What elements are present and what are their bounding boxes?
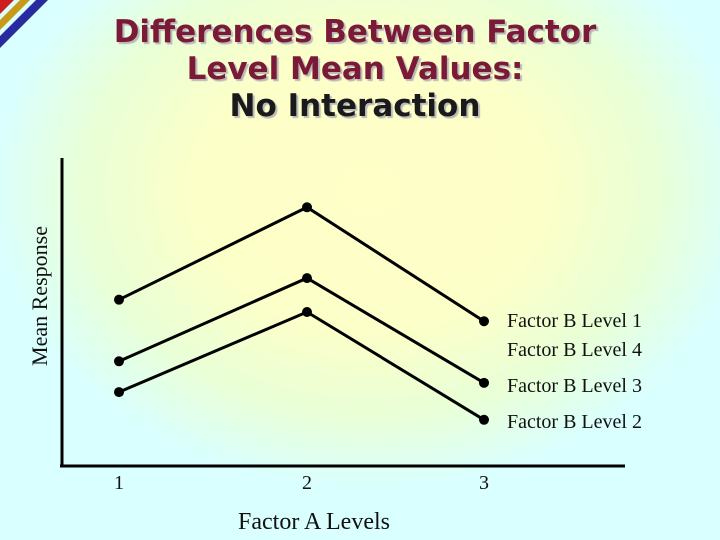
data-point-factor-b-level-1-x1	[114, 294, 124, 305]
corner-stripes-decoration	[0, 0, 48, 48]
stripe-gold	[0, 0, 30, 30]
title-line-1: Differences Between Factor	[113, 14, 597, 50]
legend-label-factor-b-level-4: Factor B Level 4	[507, 339, 642, 361]
data-point-factor-b-level-3-x3	[479, 414, 489, 425]
stripe-blue	[0, 0, 48, 48]
x-tick-label-3: 3	[479, 472, 489, 494]
data-point-factor-b-level-1-x3	[479, 316, 489, 327]
series-line-factor-b-level-1	[118, 205, 485, 323]
data-point-factor-b-level-4-x3	[479, 377, 489, 388]
title-line-2: Level Mean Values:	[186, 51, 524, 88]
data-point-factor-b-level-3-x2	[302, 307, 312, 317]
series-line-factor-b-level-3	[118, 310, 485, 422]
data-point-factor-b-level-3-x1	[114, 387, 124, 398]
title-line-3: No Interaction	[229, 88, 481, 125]
slide-title: Differences Between Factor Level Mean Va…	[60, 14, 650, 126]
x-axis-label: Factor A Levels	[238, 509, 390, 535]
x-tick-label-1: 1	[114, 472, 124, 494]
data-point-factor-b-level-4-x2	[302, 273, 312, 284]
y-axis-label: Mean Response	[27, 226, 52, 366]
stripe-red	[0, 0, 14, 14]
data-point-factor-b-level-4-x1	[114, 356, 124, 367]
legend: Factor B Level 1 Factor B Level 4 Factor B…	[507, 310, 642, 433]
x-tick-label-2: 2	[302, 472, 312, 494]
legend-label-factor-b-level-3: Factor B Level 3	[507, 375, 642, 397]
series-layer	[114, 202, 489, 425]
data-point-factor-b-level-1-x2	[302, 202, 312, 213]
legend-label-factor-b-level-2: Factor B Level 2	[507, 411, 642, 433]
x-tick-labels: 1 2 3	[114, 472, 489, 494]
legend-label-factor-b-level-1: Factor B Level 1	[507, 310, 642, 332]
